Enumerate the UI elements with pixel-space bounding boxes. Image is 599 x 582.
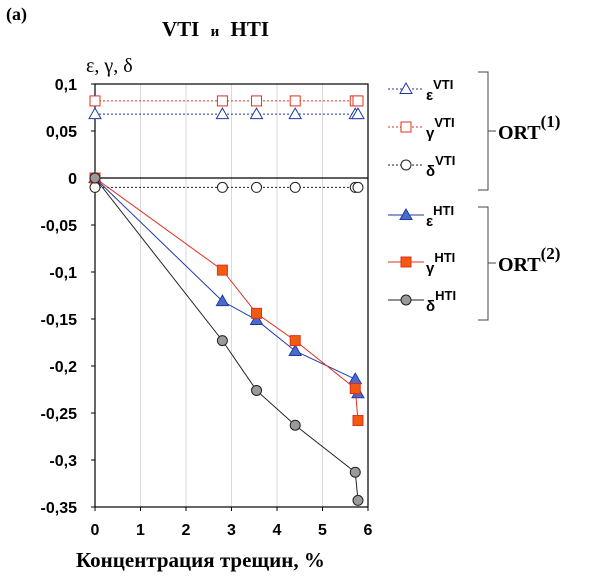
- legend-label: δHTI: [426, 288, 456, 315]
- data-point-εHTI: [249, 312, 264, 325]
- y-tick-label: -0,2: [49, 359, 77, 376]
- data-point-γVTI: [89, 95, 101, 107]
- legend-label: δVTI: [426, 153, 455, 180]
- panel-label: (a): [6, 4, 27, 25]
- series-line-γHTI: [94, 177, 359, 421]
- y-tick-label: -0,3: [49, 453, 77, 470]
- data-point-εVTI: [288, 107, 303, 120]
- legend-marker: [400, 121, 412, 133]
- series-εVTI: [88, 107, 365, 120]
- data-point-δHTI: [89, 172, 101, 184]
- data-point-εHTI: [288, 343, 303, 356]
- plot-area: 0,1 0,05 0 -0,05 -0,1 -0,15 -0,2 -0,25 -0,3 -0,35…: [41, 77, 373, 539]
- y-tick-label: -0,35: [41, 500, 78, 517]
- y-tick-label: -0,1: [49, 265, 77, 282]
- y-tick-label: 0,1: [55, 77, 77, 94]
- x-tick-label: 2: [182, 522, 191, 539]
- group-bracket: [478, 71, 496, 191]
- x-tick-label: 4: [273, 522, 282, 539]
- title-part-hti: HTI: [231, 17, 270, 41]
- data-point-δHTI: [251, 384, 263, 396]
- y-axis-label: ε, γ, δ: [86, 55, 133, 77]
- legend-item-εVTI: εVTI: [388, 77, 453, 104]
- legend-item-γHTI: γHTI: [388, 250, 455, 277]
- x-tick-label: 3: [227, 522, 236, 539]
- legend-label: εVTI: [426, 77, 453, 104]
- title-part-and: и: [211, 24, 220, 40]
- data-point-δHTI: [216, 335, 228, 347]
- x-tick-label: 1: [136, 522, 145, 539]
- legend-group-1: ORT(1): [478, 71, 560, 191]
- data-point-δVTI: [352, 181, 364, 193]
- legend-marker: [399, 81, 413, 94]
- legend-label: γHTI: [426, 250, 455, 277]
- chart-title: VTI и HTI: [162, 17, 269, 41]
- data-point-δHTI: [352, 494, 364, 506]
- legend-marker: [400, 294, 412, 306]
- series-line-εHTI: [94, 177, 359, 394]
- group-bracket: [478, 206, 496, 321]
- legend-marker: [400, 256, 412, 268]
- x-axis-label: Концентрация трещин, %: [76, 548, 325, 572]
- legend-item-δVTI: δVTI: [388, 153, 455, 180]
- data-point-γHTI: [251, 307, 263, 319]
- legend-label: εHTI: [426, 203, 454, 230]
- legend-label: γVTI: [426, 115, 455, 142]
- y-tick-label: -0,15: [41, 312, 78, 329]
- series-δHTI: [89, 172, 364, 506]
- legend-item-γVTI: γVTI: [388, 115, 455, 142]
- y-tick-label: -0,05: [41, 218, 78, 235]
- x-tick-label: 6: [364, 522, 373, 539]
- data-point-γVTI: [251, 95, 263, 107]
- x-tick-label: 0: [91, 522, 100, 539]
- legend: εVTI γVTI δVTI εHTI γHTI δHTI ORT(1) ORT(2): [388, 71, 560, 321]
- series-γVTI: [89, 95, 364, 107]
- data-point-εHTI: [348, 372, 363, 385]
- group-label: ORT(1): [498, 112, 560, 144]
- x-tick-label: 5: [318, 522, 327, 539]
- title-part-vti: VTI: [162, 17, 199, 41]
- data-point-δHTI: [349, 466, 361, 478]
- data-point-εHTI: [215, 294, 230, 307]
- legend-item-δHTI: δHTI: [388, 288, 456, 315]
- data-point-γHTI: [289, 335, 301, 347]
- data-point-εVTI: [351, 107, 365, 120]
- y-tick-label: -0,25: [41, 406, 78, 423]
- data-point-δVTI: [89, 181, 101, 193]
- y-tick-label: 0,05: [46, 124, 77, 141]
- legend-item-εHTI: εHTI: [388, 203, 454, 230]
- data-point-γVTI: [289, 95, 301, 107]
- group-label: ORT(2): [498, 244, 560, 276]
- data-point-γVTI: [352, 95, 364, 107]
- data-point-γVTI: [216, 95, 228, 107]
- data-point-δHTI: [289, 419, 301, 431]
- data-point-γHTI: [352, 415, 364, 427]
- data-point-δVTI: [216, 181, 228, 193]
- data-point-εVTI: [249, 107, 264, 120]
- series-δVTI: [89, 181, 364, 193]
- data-point-γHTI: [349, 383, 361, 395]
- data-point-δVTI: [251, 181, 263, 193]
- legend-group-2: ORT(2): [478, 206, 560, 321]
- data-point-δVTI: [289, 181, 301, 193]
- data-point-γHTI: [216, 264, 228, 276]
- legend-marker: [399, 207, 413, 220]
- y-tick-label: 0: [68, 171, 77, 188]
- legend-marker: [400, 159, 412, 171]
- data-point-εVTI: [88, 107, 102, 120]
- data-point-εVTI: [215, 107, 230, 120]
